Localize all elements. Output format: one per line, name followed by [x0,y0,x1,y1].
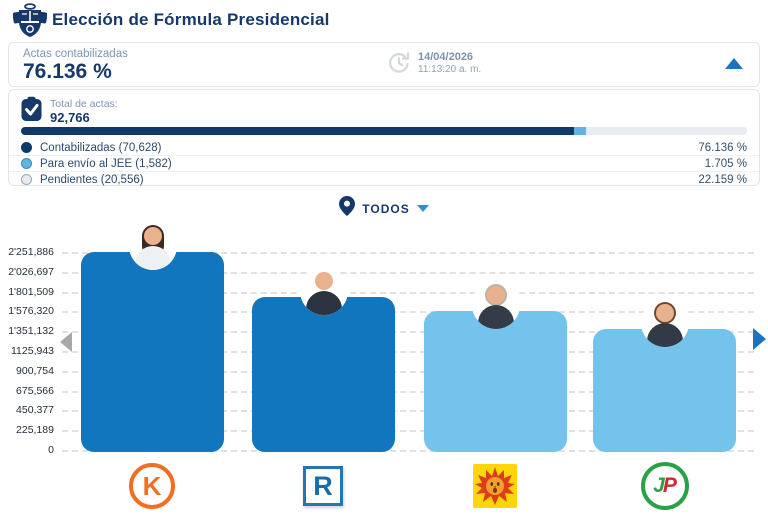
summary-card: Actas contabilizadas 76.136 % 14/04/2026… [8,42,760,87]
y-grid-line [62,291,754,294]
y-tick-label: 2'251,886 [8,246,54,258]
caret-down-icon [416,205,429,212]
party-logo-sun [467,460,523,512]
legend-row: Para envío al JEE (1,582) 1.705 % [9,155,759,171]
y-tick-label: 900,754 [16,364,54,377]
jp-circle-icon: J P [641,462,689,510]
y-grid-line [62,410,754,413]
avatar-head [655,304,674,323]
y-grid-line [62,252,754,254]
update-date: 14/04/2026 [418,51,474,63]
y-grid-line [62,450,754,452]
location-filter-dropdown[interactable]: TODOS [0,196,768,221]
candidate-avatar-bald-man-dark-suit [299,267,348,315]
y-grid-line [62,331,754,334]
update-time: 11:13:20 a. m. [418,64,482,75]
party-logos-row: K R J P [0,458,768,514]
candidate-avatar-gray-haired-man-dark-suit [471,281,520,330]
party-logo-fuerza-popular: K [124,460,180,512]
legend-row: Pendientes (20,556) 22.159 % [9,171,759,187]
y-grid-line [62,370,754,373]
r-square-icon: R [303,466,343,506]
legend-label: Pendientes (20,556) [40,173,144,186]
collapse-panel-button[interactable] [725,58,743,69]
results-bar-chart: 0 225,189 450,377 675,566 900,754 1125,943 1'3… [0,222,768,463]
legend-dot-icon [21,142,32,153]
y-tick-label: 0 [48,444,54,456]
sun-icon [473,464,517,508]
total-actas-label: Total de actas: [50,98,118,110]
carousel-right-arrow[interactable] [753,328,766,350]
y-tick-label: 675,566 [16,384,54,397]
clipboard-check-icon [21,96,42,127]
total-actas: Total de actas: 92,766 [21,96,118,127]
y-tick-label: 225,189 [16,424,54,437]
avatar-shoulders [477,305,514,330]
y-grid-line [62,271,754,274]
y-tick-label: 1'351,132 [8,325,54,338]
result-bar-R[interactable] [252,297,395,452]
progress-segment-Para envío al JEE [573,127,587,135]
legend-dot-icon [21,174,32,185]
y-tick-label: 2'026,697 [8,265,54,278]
legend-label: Contabilizadas (70,628) [40,141,162,154]
y-grid-line [62,390,754,393]
actas-progress-bar [21,127,747,135]
actas-legend: Contabilizadas (70,628) 76.136 % Para enví… [9,140,759,187]
legend-percent: 22.159 % [698,173,747,186]
k-circle-icon: K [129,463,175,509]
avatar-head [486,286,505,305]
avatar-shoulders [646,323,683,348]
total-actas-value: 92,766 [50,110,90,125]
avatar-head [314,272,333,290]
legend-percent: 1.705 % [704,157,747,170]
legend-row: Contabilizadas (70,628) 76.136 % [9,140,759,155]
progress-segment-Contabilizadas [21,127,574,135]
y-tick-label: 1'801,509 [8,285,54,298]
location-filter-value: TODOS [362,201,410,216]
y-grid-line [62,311,754,314]
avatar-head [143,227,162,245]
y-tick-label: 1125,943 [10,345,54,357]
update-timestamp: 14/04/2026 11:13:20 a. m. [387,51,481,80]
actas-contabilizadas-label: Actas contabilizadas [23,48,128,60]
y-tick-label: 450,377 [16,404,54,417]
totals-card: Total de actas: 92,766 Contabilizadas (7… [8,89,760,186]
result-bar-sun[interactable] [424,311,567,452]
chevron-up-icon [725,58,743,69]
avatar-shoulders [305,291,342,315]
y-grid-line [62,430,754,433]
result-bar-K[interactable] [81,252,224,452]
party-logo-renovacion-popular: R [295,460,351,512]
party-logo-juntos-por-el-peru: J P [637,460,693,512]
y-grid-line [62,351,754,353]
candidate-avatar-man-glasses-dark-suit [640,299,689,348]
page-title: Elección de Fórmula Presidencial [52,10,330,29]
candidate-avatar-woman-dark-hair-white-top [128,222,177,270]
header: Elección de Fórmula Presidencial [0,0,768,40]
legend-label: Para envío al JEE (1,582) [40,157,172,170]
y-tick-label: 1'576,320 [8,305,54,318]
carousel-left-arrow[interactable] [60,332,72,352]
actas-percent-value: 76.136 % [23,60,112,83]
clock-refresh-icon [387,51,411,80]
legend-percent: 76.136 % [698,141,747,154]
legend-dot-icon [21,158,32,169]
avatar-shoulders [134,246,171,270]
peru-coat-of-arms-icon [12,2,48,44]
location-pin-icon [339,196,356,221]
result-bar-JP[interactable] [593,329,736,452]
progress-segment-Pendientes [586,127,747,135]
